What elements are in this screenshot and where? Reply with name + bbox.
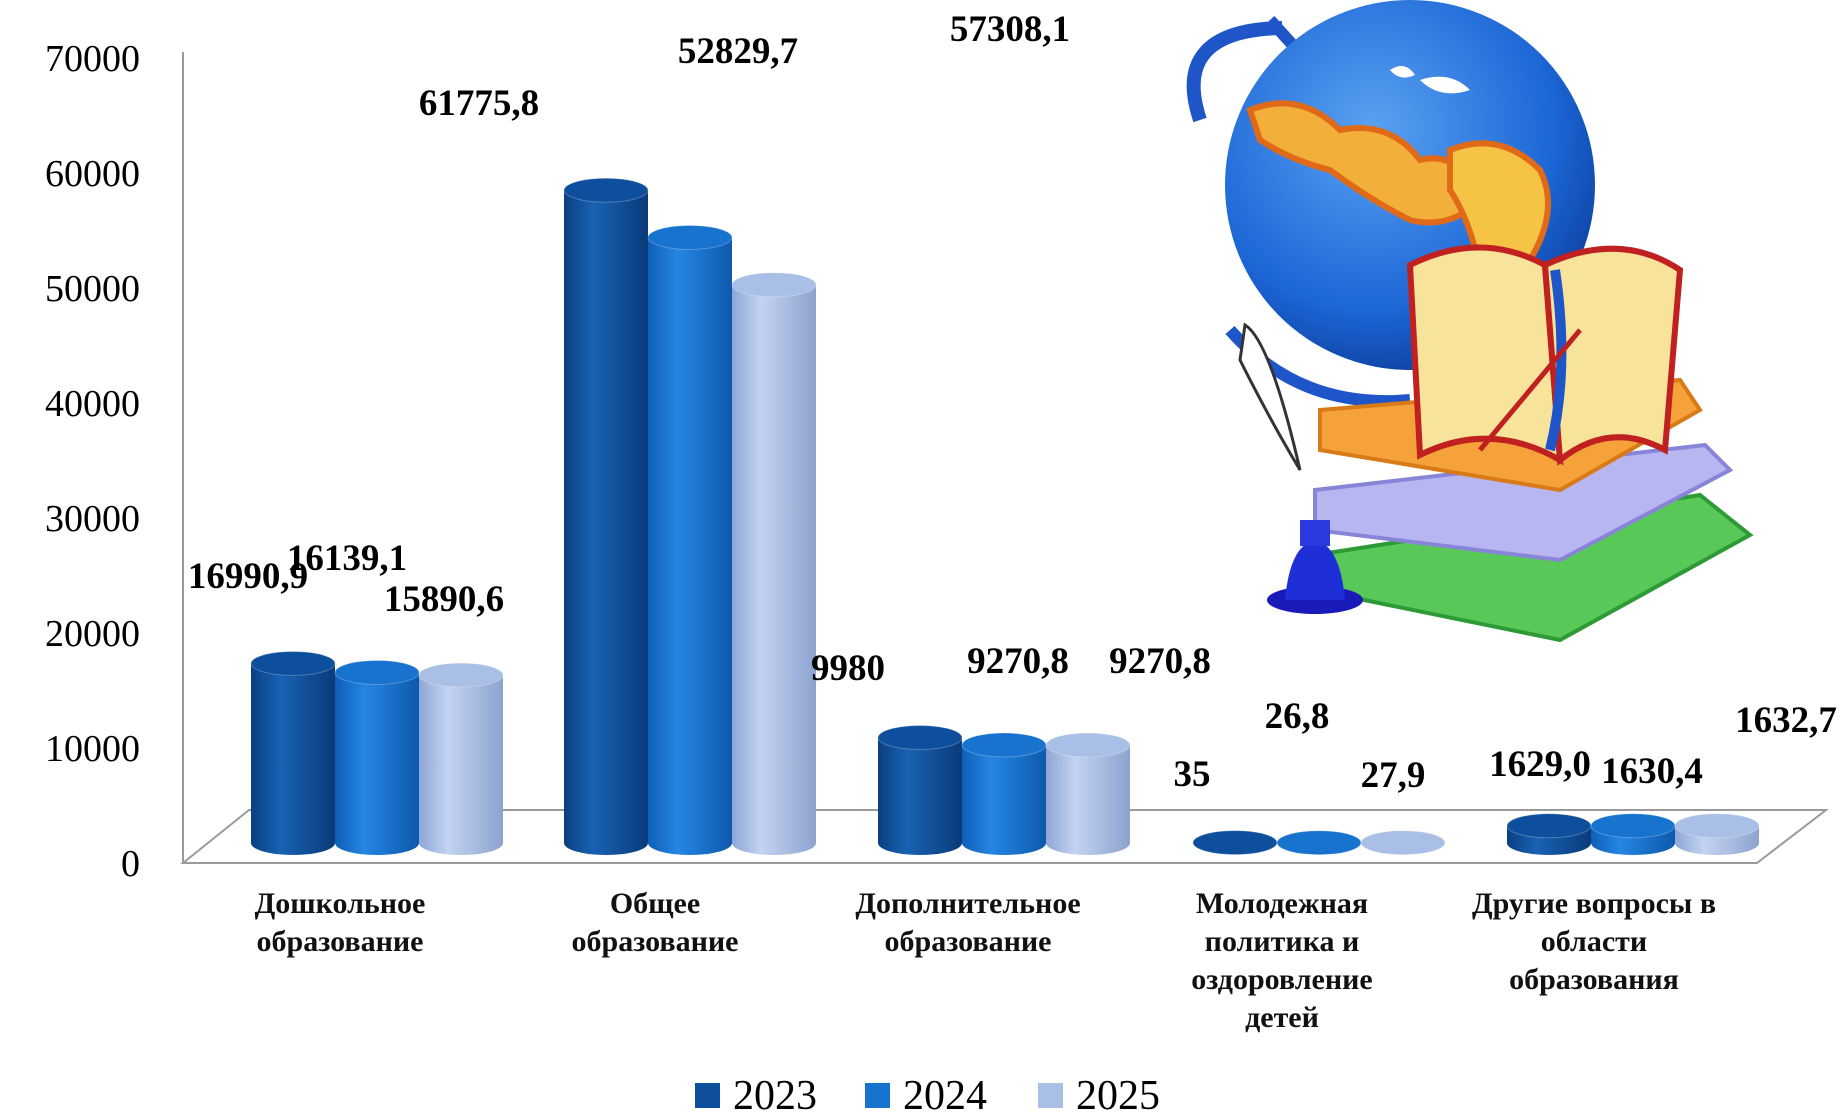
data-label: 26,8 [1265,696,1330,737]
legend-item: 2025 [1038,1073,1160,1119]
legend-item: 2023 [695,1073,817,1119]
y-tick-label: 20000 [45,613,140,655]
data-label: 1630,4 [1601,751,1703,792]
data-label: 9980 [811,648,885,689]
data-label: 9270,8 [967,641,1069,682]
category-label: Молодежная политика и оздоровление детей [1191,887,1372,1034]
y-tick-label: 10000 [45,728,140,770]
data-label: 1632,7 [1735,700,1837,741]
bar [1590,813,1676,855]
data-label: 57308,1 [950,9,1070,50]
data-label: 35 [1174,754,1211,795]
bar [731,272,817,855]
bar [1192,830,1278,856]
category-label: Дошкольное образование [255,887,426,958]
legend-label: 2024 [903,1073,987,1119]
data-label: 15890,6 [384,579,504,620]
axes [180,52,1829,864]
bar [1674,813,1760,855]
globe-books-quill-illustration [1186,0,1754,643]
y-tick-label: 60000 [45,153,140,195]
y-tick-label: 0 [121,843,140,885]
bar [563,177,649,855]
legend-label: 2025 [1076,1073,1160,1119]
bar [1276,830,1362,856]
floor-plane [180,809,1829,864]
legend-swatch [695,1083,720,1108]
data-label: 9270,8 [1109,641,1211,682]
y-tick-label: 40000 [45,383,140,425]
bar [647,224,733,855]
legend-swatch [1038,1083,1063,1108]
legend-item: 2024 [865,1073,987,1119]
y-tick-label: 30000 [45,498,140,540]
data-label: 16990,9 [188,556,308,597]
category-labels: Дошкольное образование Общее образование Доп… [255,887,1716,1034]
data-labels: 16990,9 61775,8 9980 35 1629,0 16139,1 57308,1… [188,9,1837,796]
y-tick-labels: 0 10000 20000 30000 40000 50000 60000 70000 [45,38,140,885]
legend-swatch [865,1083,890,1108]
bar [1045,732,1131,855]
category-label: Общее образование [572,887,739,958]
bar [418,662,504,855]
bar [961,732,1047,855]
legend-label: 2023 [733,1073,817,1119]
bar [877,725,963,855]
data-label: 1629,0 [1489,744,1591,785]
data-label: 61775,8 [419,83,539,124]
y-tick-label: 70000 [45,38,140,80]
bar [1506,813,1592,855]
bar [334,659,420,855]
data-label: 16139,1 [287,538,407,579]
data-label: 27,9 [1361,755,1426,796]
legend: 2023 2024 2025 [695,1073,1160,1119]
y-tick-label: 50000 [45,268,140,310]
category-label: Дополнительное образование [855,887,1080,958]
data-label: 52829,7 [678,31,798,72]
bar [1360,830,1446,856]
bar [250,650,336,855]
bars [250,177,1760,856]
category-label: Другие вопросы в области образования [1472,887,1716,996]
